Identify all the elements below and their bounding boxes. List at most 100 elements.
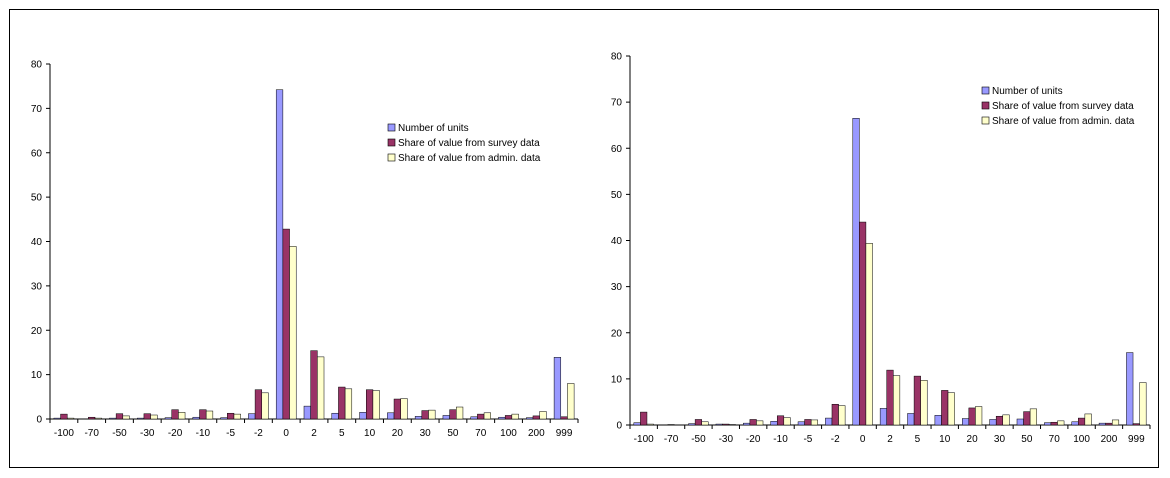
bar-3-30 — [1002, 414, 1010, 426]
bar-3-20 — [975, 406, 983, 426]
x-tick-label: -50 — [691, 434, 706, 445]
legend-label: Share of value from survey data — [398, 138, 540, 149]
y-tick-label: 50 — [611, 190, 623, 201]
y-tick-label: 30 — [611, 282, 623, 293]
y-tick-label: 50 — [31, 193, 43, 204]
bar-3-50 — [1029, 408, 1037, 426]
bar-1-70 — [470, 416, 478, 420]
bar-3-10 — [947, 392, 955, 426]
x-tick-label: -70 — [84, 428, 99, 439]
x-tick-label: 200 — [1101, 434, 1118, 445]
bar-2-100 — [504, 415, 513, 420]
bar-1-70 — [1044, 422, 1052, 426]
x-tick-label: -30 — [719, 434, 734, 445]
bar-3-200 — [539, 411, 547, 420]
bar-3-5 — [344, 388, 353, 420]
bar-2-20 — [968, 407, 976, 426]
y-tick-label: 10 — [611, 374, 623, 385]
x-tick-label: -5 — [226, 428, 235, 439]
bar-3--2 — [261, 392, 269, 420]
legend-swatch — [387, 138, 396, 147]
legend: Number of units Share of value from surve… — [981, 86, 1135, 127]
bar-2-50 — [1023, 411, 1031, 426]
x-tick-label: 50 — [1021, 434, 1033, 445]
y-tick-label: 80 — [611, 52, 623, 63]
y-tick-label: 20 — [611, 328, 623, 339]
legend-swatch — [981, 116, 990, 125]
bar-2--20 — [171, 409, 179, 420]
bar-1--50 — [688, 423, 696, 426]
bar-3-20 — [400, 398, 408, 420]
y-tick-label: 70 — [611, 98, 623, 109]
bar-1--10 — [192, 416, 200, 420]
y-tick-label: 40 — [611, 236, 623, 247]
bar-1--20 — [164, 417, 172, 420]
x-tick-label: 70 — [1049, 434, 1061, 445]
bar-2--20 — [749, 419, 757, 426]
x-tick-label: 50 — [447, 428, 459, 439]
x-tick-label: 30 — [420, 428, 432, 439]
x-tick-label: 100 — [500, 428, 517, 439]
legend-label: Share of value from admin. data — [992, 116, 1135, 127]
bar-2--10 — [199, 409, 207, 420]
bar-1--30 — [137, 417, 145, 420]
bar-2-30 — [995, 415, 1004, 426]
y-tick-label: 10 — [31, 370, 43, 381]
bar-3-0 — [289, 246, 297, 420]
bar-2--5 — [227, 412, 235, 420]
bar-1-0 — [275, 89, 284, 420]
bar-3-10 — [372, 390, 380, 420]
bar-1--5 — [797, 421, 805, 426]
bar-3--10 — [205, 410, 214, 420]
bar-1-5 — [331, 412, 339, 420]
bar-1--10 — [770, 421, 778, 426]
bar-2-5 — [913, 375, 921, 426]
bar-2-50 — [449, 409, 457, 420]
bar-2-100 — [1078, 417, 1086, 426]
bar-2-999 — [1132, 423, 1140, 426]
bar-2-0 — [859, 221, 867, 426]
y-tick-label: 80 — [31, 60, 43, 71]
y-tick-label: 60 — [31, 148, 43, 159]
x-tick-label: 20 — [967, 434, 979, 445]
x-tick-label: -10 — [773, 434, 788, 445]
bar-3--100 — [646, 423, 654, 426]
bar-3-999 — [567, 383, 575, 420]
bar-1-20 — [387, 412, 395, 420]
legend-label: Number of units — [992, 86, 1063, 97]
bar-3--2 — [838, 405, 846, 426]
bar-2--30 — [143, 413, 151, 420]
bar-1--100 — [53, 417, 61, 420]
x-tick-label: 0 — [283, 428, 289, 439]
x-tick-label: -2 — [831, 434, 840, 445]
y-tick-label: 0 — [616, 421, 622, 432]
x-tick-label: -100 — [54, 428, 74, 439]
x-tick-label: 200 — [528, 428, 545, 439]
bar-3-30 — [428, 409, 436, 420]
bar-1-0 — [852, 118, 860, 426]
legend-swatch — [387, 123, 396, 132]
bar-1-20 — [962, 418, 970, 426]
bar-2--50 — [115, 413, 124, 420]
x-tick-label: -70 — [664, 434, 679, 445]
bar-3-100 — [511, 413, 519, 420]
x-tick-label: 70 — [475, 428, 487, 439]
x-tick-label: 10 — [939, 434, 951, 445]
x-tick-label: 5 — [915, 434, 921, 445]
y-tick-label: 70 — [31, 104, 43, 115]
bar-2-999 — [560, 416, 568, 420]
bar-1-2 — [303, 405, 311, 420]
bar-1--5 — [220, 417, 228, 420]
y-tick-label: 30 — [31, 281, 43, 292]
bar-3--50 — [122, 415, 130, 420]
bar-1-999 — [1126, 352, 1134, 426]
bar-1-2 — [879, 408, 887, 426]
bar-1--100 — [633, 422, 641, 426]
x-tick-label: -50 — [112, 428, 127, 439]
bar-3--50 — [701, 421, 709, 426]
bar-1-10 — [934, 415, 942, 426]
bar-3-2 — [317, 356, 325, 420]
x-tick-label: -20 — [746, 434, 761, 445]
